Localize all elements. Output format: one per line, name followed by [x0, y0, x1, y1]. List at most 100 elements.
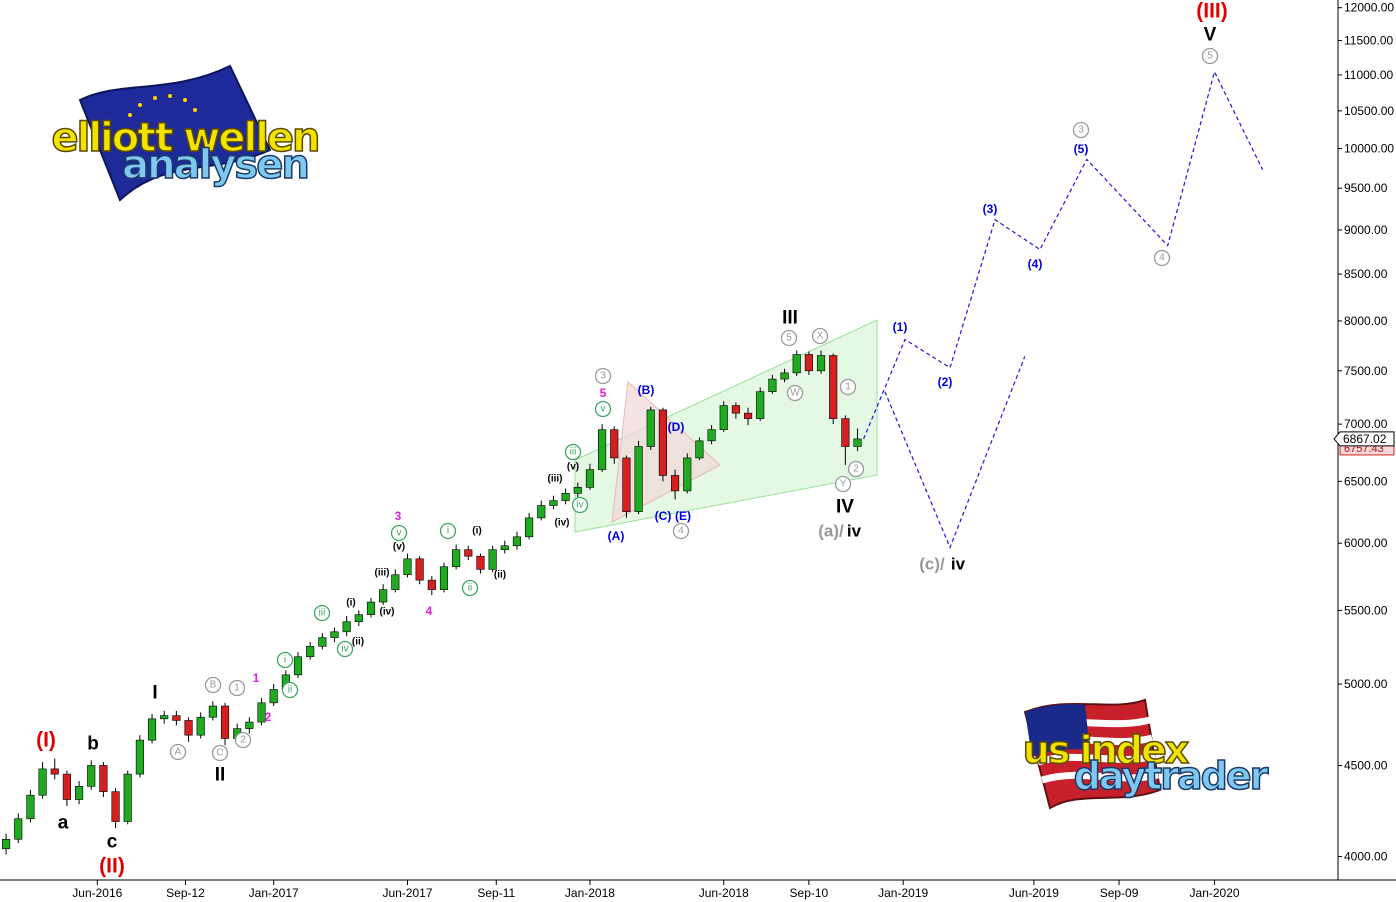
wave-label: v	[397, 528, 402, 539]
wave-label: III	[782, 308, 798, 329]
candle-body	[610, 429, 619, 459]
wave-circle	[834, 475, 852, 493]
wave-label: 5	[786, 333, 792, 344]
wave-label: iii	[570, 447, 577, 458]
candle-body	[172, 715, 181, 721]
wave-label: 4	[678, 526, 684, 537]
candle-body	[719, 405, 728, 430]
wave-label: iv	[847, 522, 862, 541]
wave-circle	[169, 743, 187, 761]
y-tick-label: 7500.00	[1344, 364, 1388, 378]
candle-body	[792, 354, 801, 374]
wave-circle	[839, 378, 857, 396]
candle-body	[439, 566, 449, 590]
candle-body	[379, 589, 388, 603]
y-tick-label: 8500.00	[1344, 267, 1388, 281]
wave-label: 2	[853, 464, 859, 475]
wave-label: 4	[426, 604, 433, 618]
wave-label: Y	[840, 479, 847, 490]
wave-circle	[847, 460, 865, 478]
candle-body	[731, 405, 740, 414]
candle-body	[780, 372, 789, 380]
wave-label: 3	[600, 371, 606, 382]
logo-usindex: us index daytrader	[1022, 698, 1271, 810]
wave-label: i	[284, 655, 286, 666]
y-tick-label: 9500.00	[1344, 181, 1388, 195]
wave-circle	[571, 496, 589, 514]
x-tick-label: Jun-2017	[382, 886, 432, 900]
x-tick-label: Jun-2016	[72, 886, 122, 900]
y-tick-label: 11500.00	[1344, 34, 1393, 48]
logo-elliott: elliott wellen analysen	[51, 64, 321, 202]
x-tick-label: Jun-2018	[699, 886, 749, 900]
wave-label: 1	[253, 671, 260, 685]
candle-body	[634, 446, 643, 512]
candle-body	[841, 418, 850, 447]
wave-circle	[1201, 47, 1219, 65]
candle-body	[38, 768, 47, 796]
wave-label: v	[601, 404, 606, 415]
logo-line1: us index	[1023, 728, 1189, 772]
y-tick-label: 12000.00	[1344, 1, 1394, 15]
candle-body	[50, 768, 59, 775]
x-tick-label: Sep-09	[1100, 886, 1139, 900]
candle-body	[622, 457, 631, 512]
wave-label: iv	[576, 500, 583, 511]
wave-label: 5	[1207, 51, 1213, 62]
y-tick-label: 9000.00	[1344, 223, 1388, 237]
wave-circle	[1153, 249, 1171, 267]
candle-body	[330, 631, 339, 638]
wave-label: W	[790, 388, 800, 399]
candle-body	[452, 549, 461, 568]
candle-body	[2, 838, 11, 850]
y-tick-label: 6000.00	[1344, 536, 1388, 550]
x-tick-label: Sep-12	[166, 886, 205, 900]
wave-circle	[594, 400, 612, 418]
y-tick-label: 8000.00	[1344, 314, 1388, 328]
wave-circle	[228, 679, 246, 697]
y-tick-label: 5000.00	[1344, 677, 1388, 691]
wave-label: 4	[1159, 253, 1165, 264]
wave-label: iv	[951, 555, 966, 574]
wave-label: (i)	[346, 598, 355, 609]
candle-body	[220, 705, 230, 739]
candle-body	[658, 409, 667, 476]
wave-label: (3)	[983, 202, 998, 216]
candle-body	[318, 637, 327, 647]
y-tick-label: 10500.00	[1344, 104, 1394, 118]
y-tick-label: 5500.00	[1344, 603, 1388, 617]
candle-body	[768, 378, 777, 392]
candle-body	[147, 718, 157, 741]
wave-label: (iv)	[555, 518, 570, 529]
projection-line	[884, 356, 1026, 550]
wave-label: b	[87, 734, 99, 755]
candle-body	[245, 721, 254, 729]
logo-flag	[78, 64, 272, 202]
logo-line2: daytrader	[1074, 754, 1269, 798]
candle-body	[500, 545, 509, 550]
candle-body	[366, 601, 376, 615]
wave-circle	[276, 651, 294, 669]
candle-body	[123, 773, 132, 822]
x-tick-label: Sep-11	[477, 886, 515, 900]
wave-label: ii	[288, 685, 292, 696]
logo-stripes	[1028, 716, 1159, 784]
candle-body	[549, 500, 558, 506]
candle-body	[306, 646, 315, 658]
x-tick-label: Jun-2019	[1009, 886, 1059, 900]
last-price-box	[1333, 431, 1395, 447]
wave-label: (iii)	[375, 568, 390, 579]
candle-body	[743, 412, 753, 419]
x-tick-label: Sep-10	[790, 886, 829, 900]
candle-body	[111, 791, 120, 822]
wave-label: 2	[240, 735, 246, 746]
wave-label: (a)/	[818, 522, 844, 541]
wave-label: (iv)	[380, 607, 395, 618]
candle-body	[671, 475, 680, 492]
wave-label: 1	[845, 382, 851, 393]
wave-label: (5)	[1074, 142, 1089, 156]
candle-body	[525, 517, 534, 538]
wave-label: ii	[468, 583, 472, 594]
